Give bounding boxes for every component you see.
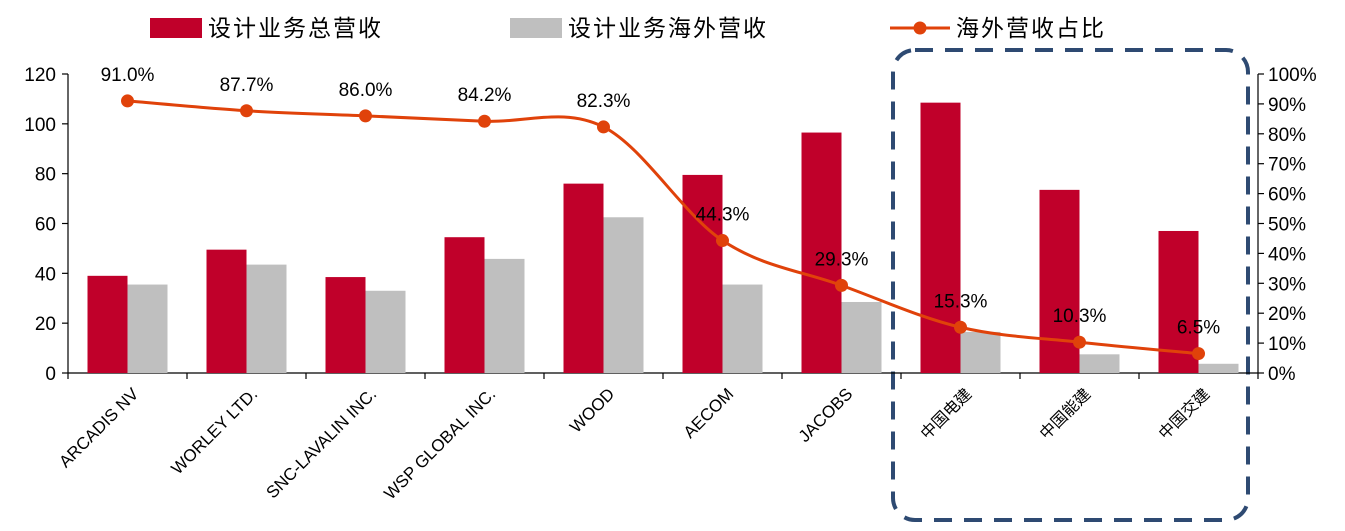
- bar-total-revenue: [920, 102, 961, 373]
- x-category-label: 中国能建: [1036, 384, 1095, 443]
- y-right-tick-label: 100%: [1268, 65, 1317, 86]
- legend-label: 海外营收占比: [956, 16, 1106, 42]
- y-left-tick-label: 80: [35, 165, 56, 186]
- x-category-label: 中国交建: [1155, 384, 1214, 443]
- x-category-label: AECOM: [680, 384, 738, 442]
- x-category-label: WORLEY LTD.: [168, 384, 262, 478]
- y-right-tick-label: 10%: [1268, 334, 1306, 355]
- overseas-share-data-label: 10.3%: [1053, 306, 1107, 327]
- y-left-tick-label: 120: [24, 65, 56, 86]
- x-category-label: WSP GLOBAL INC.: [380, 384, 499, 503]
- highlight-box-layer: [891, 48, 1250, 522]
- bar-total-revenue: [87, 275, 128, 373]
- bar-overseas-revenue: [960, 331, 1001, 373]
- bar-total-revenue: [1039, 189, 1080, 373]
- overseas-share-data-label: 29.3%: [815, 249, 869, 270]
- overseas-share-data-label: 82.3%: [577, 91, 631, 112]
- bar-total-revenue: [682, 174, 723, 373]
- overseas-share-point: [121, 94, 134, 108]
- bar-overseas-revenue: [722, 284, 763, 373]
- legend-label: 设计业务海外营收: [568, 16, 768, 42]
- labels-layer: 91.0% 87.7% 86.0% 84.2% 82.3% 44.3% 29.3% 15.3%…: [101, 65, 1221, 339]
- bar-overseas-revenue: [484, 258, 525, 373]
- highlight-box: [891, 48, 1250, 522]
- y-right-tick-label: 60%: [1268, 185, 1306, 206]
- legend: 设计业务总营收 设计业务海外营收 海外营收占比: [150, 16, 1106, 42]
- overseas-share-data-label: 84.2%: [458, 85, 512, 106]
- legend-item-overseas-share: 海外营收占比: [890, 16, 1106, 42]
- bars-layer: [87, 102, 1239, 373]
- y-right-tick-label: 90%: [1268, 95, 1306, 116]
- bar-total-revenue: [206, 249, 247, 373]
- overseas-share-data-label: 86.0%: [339, 80, 393, 101]
- legend-item-overseas-revenue: 设计业务海外营收: [510, 16, 768, 42]
- bar-overseas-revenue: [246, 264, 287, 373]
- legend-swatch: [150, 18, 202, 38]
- y-right-tick-label: 20%: [1268, 304, 1306, 325]
- overseas-share-point: [597, 120, 610, 134]
- y-right-tick-label: 0%: [1268, 364, 1296, 385]
- legend-swatch: [510, 18, 562, 38]
- bar-overseas-revenue: [1198, 363, 1239, 373]
- overseas-share-point: [835, 278, 848, 292]
- bar-overseas-revenue: [1079, 354, 1120, 373]
- legend-marker: [913, 21, 927, 35]
- overseas-share-point: [954, 320, 967, 334]
- y-left-tick-label: 0: [45, 364, 56, 385]
- y-left-tick-label: 60: [35, 215, 56, 236]
- bar-overseas-revenue: [603, 217, 644, 373]
- y-left-tick-label: 40: [35, 264, 56, 285]
- overseas-share-data-label: 87.7%: [220, 75, 274, 96]
- bar-total-revenue: [444, 237, 485, 373]
- bar-overseas-revenue: [365, 290, 406, 373]
- bar-total-revenue: [563, 183, 604, 373]
- overseas-share-point: [359, 109, 372, 123]
- overseas-share-point: [716, 234, 729, 248]
- y-right-tick-label: 50%: [1268, 215, 1306, 236]
- y-right-tick-label: 80%: [1268, 125, 1306, 146]
- overseas-share-data-label: 44.3%: [696, 205, 750, 226]
- legend-item-total-revenue: 设计业务总营收: [150, 16, 383, 42]
- y-left-tick-label: 20: [35, 314, 56, 335]
- overseas-share-data-label: 6.5%: [1177, 318, 1220, 339]
- overseas-share-line: [127, 99, 1199, 356]
- x-category-label: WOOD: [566, 384, 618, 436]
- bar-overseas-revenue: [127, 284, 168, 373]
- y-right-tick-label: 70%: [1268, 155, 1306, 176]
- x-category-label: ARCADIS NV: [55, 384, 142, 471]
- overseas-share-data-label: 91.0%: [101, 65, 155, 86]
- overseas-share-point: [1073, 335, 1086, 349]
- legend-label: 设计业务总营收: [208, 16, 383, 42]
- overseas-share-data-label: 15.3%: [934, 291, 988, 312]
- bar-overseas-revenue: [841, 301, 882, 373]
- x-category-label: 中国电建: [917, 384, 976, 443]
- overseas-share-point: [240, 104, 253, 118]
- y-right-tick-label: 30%: [1268, 274, 1306, 295]
- x-category-label: SNC-LAVALIN INC.: [262, 384, 380, 502]
- x-category-label: JACOBS: [795, 384, 857, 446]
- line-layer: [121, 94, 1205, 361]
- bar-total-revenue: [801, 132, 842, 373]
- overseas-share-point: [478, 114, 491, 128]
- bar-total-revenue: [325, 277, 366, 373]
- y-right-tick-label: 40%: [1268, 244, 1306, 265]
- overseas-share-point: [1192, 347, 1205, 361]
- y-left-tick-label: 100: [24, 115, 56, 136]
